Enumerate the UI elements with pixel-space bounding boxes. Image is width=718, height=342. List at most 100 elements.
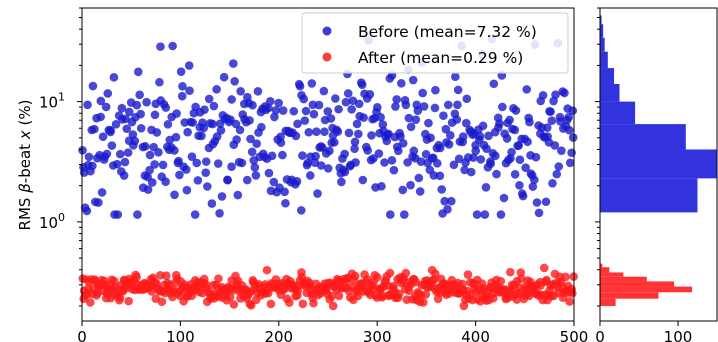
point-before [462, 94, 472, 104]
point-before [136, 123, 146, 133]
point-before [374, 149, 384, 158]
point-after [401, 268, 411, 278]
point-before [245, 116, 254, 125]
point-after [266, 299, 276, 309]
point-before [172, 109, 181, 118]
point-before [475, 132, 485, 141]
point-before [384, 129, 393, 139]
x-tick-label: 400 [461, 328, 490, 342]
point-before [568, 133, 578, 142]
point-before [385, 210, 395, 219]
point-before [200, 105, 209, 114]
point-before [271, 106, 281, 115]
point-before [281, 198, 290, 208]
point-before [409, 146, 419, 156]
point-before [163, 120, 173, 129]
point-before [201, 168, 211, 177]
point-before [547, 116, 557, 126]
point-after [350, 271, 360, 281]
point-before [280, 187, 289, 197]
point-before [347, 105, 356, 114]
point-after [463, 270, 473, 279]
point-before [230, 77, 239, 86]
point-before [542, 123, 552, 132]
point-before [495, 119, 504, 128]
point-before [212, 85, 221, 94]
point-before [102, 149, 112, 159]
point-before [250, 163, 260, 172]
point-before [170, 146, 179, 155]
histogram-y-axis [595, 7, 600, 307]
point-before [158, 160, 168, 170]
point-before [469, 153, 478, 162]
point-before [365, 89, 375, 99]
point-before [133, 210, 142, 219]
point-before [413, 106, 423, 115]
point-before [316, 161, 326, 170]
point-before [119, 171, 129, 180]
point-before [334, 104, 343, 114]
point-before [152, 128, 162, 137]
point-before [510, 170, 520, 179]
point-before [124, 107, 134, 117]
point-before [530, 175, 539, 185]
histogram-panel: 0 100 [595, 7, 718, 342]
hist-bar-before [600, 84, 620, 102]
point-before [451, 72, 460, 82]
point-before [204, 94, 214, 104]
point-after [385, 268, 395, 278]
point-before [528, 182, 538, 191]
point-before [389, 165, 399, 175]
point-before [541, 197, 551, 207]
scatter-y-axis: 100 101 [39, 7, 82, 307]
point-before [142, 97, 151, 107]
point-before [161, 177, 170, 186]
point-before [511, 106, 521, 115]
point-before [363, 146, 372, 155]
point-after [404, 286, 414, 296]
hist-bar-after [600, 292, 659, 299]
point-before [515, 181, 524, 190]
point-before [229, 59, 238, 68]
point-before [396, 79, 406, 88]
point-before [330, 137, 339, 147]
point-before [419, 102, 429, 111]
point-before [378, 120, 388, 129]
hist-bar-before [600, 101, 636, 125]
point-before [265, 96, 275, 106]
point-before [568, 106, 578, 115]
point-before [176, 67, 186, 77]
point-before [404, 113, 414, 123]
point-after [115, 293, 125, 302]
point-after [284, 298, 294, 307]
point-before [269, 177, 279, 187]
x-tick-label: 200 [264, 328, 293, 342]
point-after [516, 274, 526, 284]
point-after [157, 297, 167, 306]
point-before [227, 95, 236, 104]
point-before [350, 137, 360, 147]
point-before [453, 85, 463, 95]
point-before [331, 94, 340, 103]
point-before [439, 111, 448, 121]
point-before [352, 119, 362, 129]
point-before [538, 91, 548, 100]
point-before [357, 80, 367, 90]
point-before [291, 131, 301, 141]
point-before [295, 81, 305, 91]
point-before [190, 210, 200, 219]
point-after [229, 300, 239, 309]
point-after [568, 289, 577, 298]
point-before [235, 125, 245, 135]
point-before [305, 171, 315, 180]
point-before [377, 182, 386, 191]
legend-box [301, 12, 569, 74]
point-before [460, 165, 469, 175]
point-before [435, 171, 445, 181]
point-before [340, 149, 349, 159]
point-before [150, 110, 160, 120]
point-before [481, 183, 491, 192]
point-before [392, 95, 401, 104]
point-before [213, 159, 223, 168]
hist-bar-after [600, 298, 616, 306]
